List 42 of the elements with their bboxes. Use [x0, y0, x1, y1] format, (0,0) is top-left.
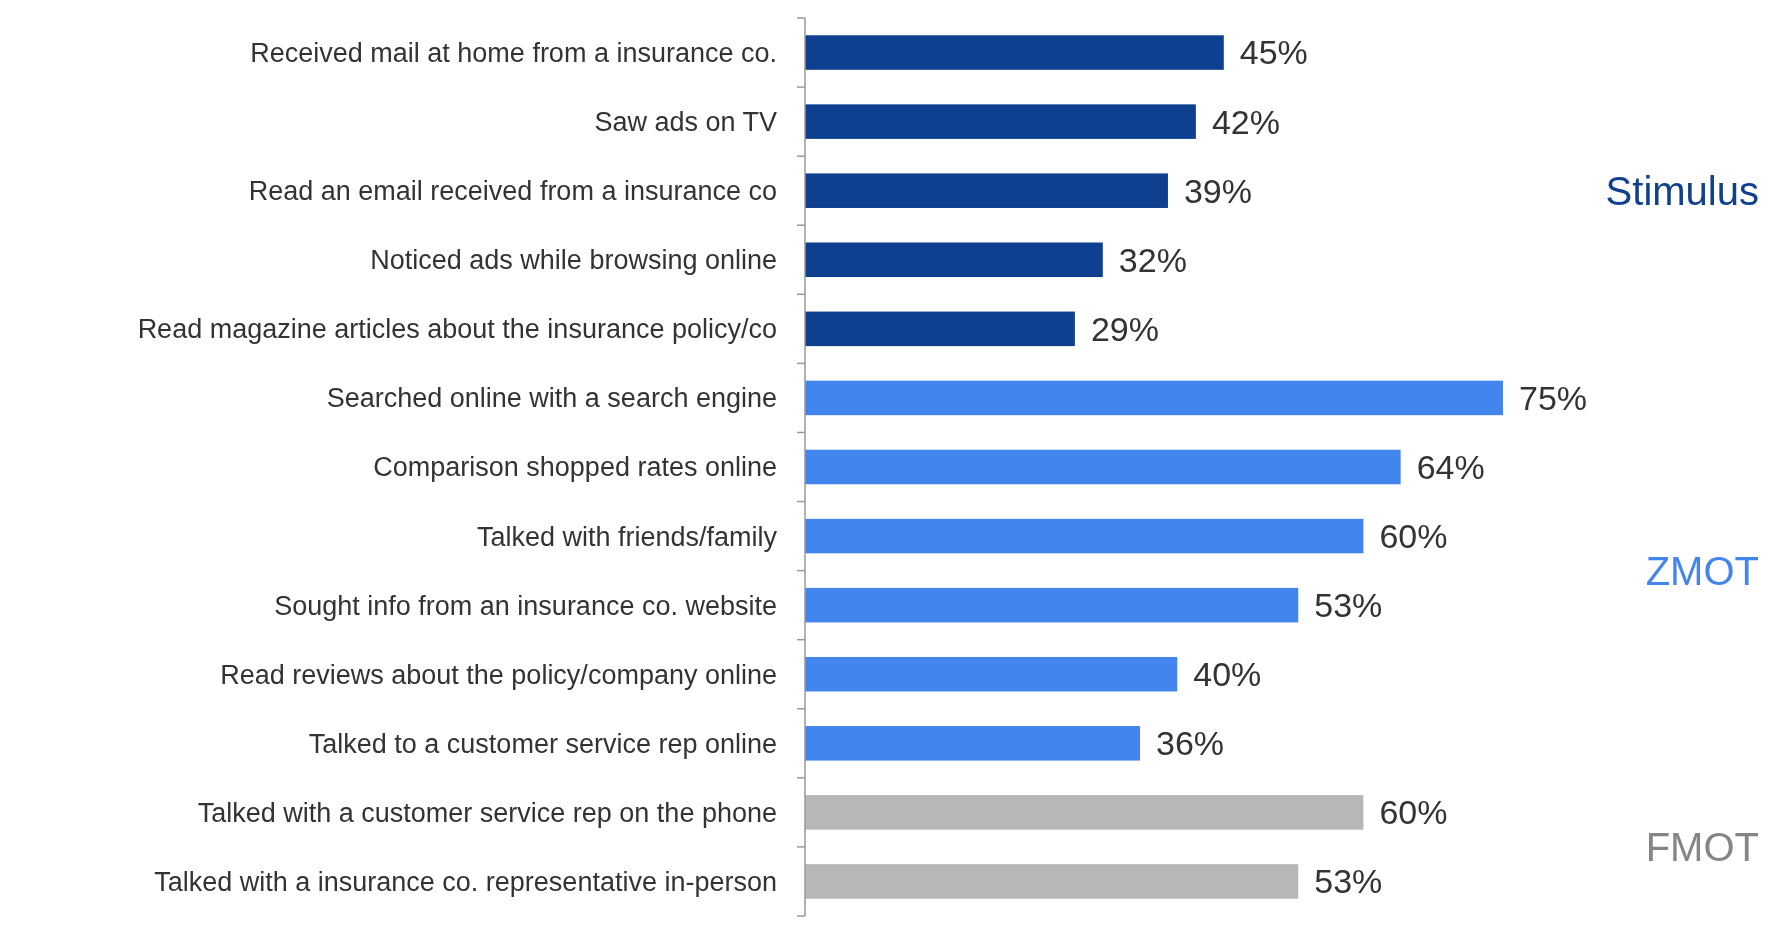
- y-tick-label: Comparison shopped rates online: [373, 452, 777, 483]
- bar: [805, 311, 1075, 347]
- bar: [805, 518, 1364, 554]
- data-label: 60%: [1379, 516, 1448, 555]
- bar: [805, 726, 1141, 761]
- data-label: 29%: [1090, 309, 1159, 348]
- y-tick-label: Read magazine articles about the insurance policy/co: [137, 314, 777, 345]
- bar: [805, 864, 1299, 899]
- data-label: 36%: [1156, 724, 1225, 763]
- bar: [805, 380, 1503, 416]
- y-tick-label: Sought info from an insurance co. website: [274, 590, 777, 621]
- y-tick-label: Talked with a customer service rep on the phone: [197, 797, 777, 828]
- text: ZMOT: [1645, 548, 1759, 593]
- y-tick-label: Received mail at home from a insurance co.: [250, 37, 777, 68]
- y-tick-label: Noticed ads while browsing online: [370, 245, 777, 276]
- bar: [805, 104, 1196, 139]
- bar: [805, 242, 1103, 278]
- text: Stimulus: [1605, 168, 1759, 213]
- data-label: 60%: [1379, 793, 1448, 832]
- data-label: 40%: [1193, 655, 1262, 694]
- y-tick-label: Talked to a customer service rep online: [308, 728, 777, 759]
- data-label: 53%: [1314, 586, 1383, 625]
- bar: [805, 587, 1299, 623]
- data-label: 64%: [1416, 447, 1485, 486]
- bar: [805, 35, 1224, 70]
- data-label: 53%: [1314, 862, 1383, 901]
- data-label: 39%: [1183, 171, 1253, 210]
- bar: [805, 795, 1364, 830]
- bar: [805, 656, 1178, 692]
- data-label: 32%: [1118, 240, 1187, 279]
- y-tick-label: Read an email received from a insurance co: [248, 176, 777, 207]
- bar: [805, 449, 1401, 485]
- bar: [805, 173, 1168, 208]
- y-tick-label: Talked with a insurance co. representative in-person: [154, 866, 777, 897]
- y-tick-label: Talked with friends/family: [476, 521, 778, 552]
- y-tick-label: Searched online with a search engine: [326, 383, 777, 414]
- y-tick-label: Read reviews about the policy/company online: [220, 659, 777, 690]
- data-label: 42%: [1211, 102, 1280, 141]
- y-tick-label: Saw ads on TV: [594, 107, 777, 138]
- data-label: 45%: [1239, 33, 1308, 72]
- text: FMOT: [1645, 824, 1759, 869]
- data-label: 75%: [1519, 378, 1588, 417]
